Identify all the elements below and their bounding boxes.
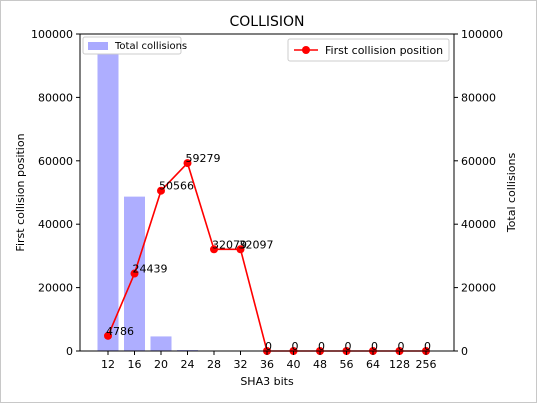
data-label-64: 0 bbox=[371, 340, 378, 353]
right-tick-label: 60000 bbox=[461, 155, 496, 168]
data-label-28: 32079 bbox=[212, 238, 247, 251]
right-y-axis: 0 20000 40000 60000 80000 100000 bbox=[454, 28, 503, 358]
bar-12 bbox=[97, 46, 119, 352]
left-tick-label: 100000 bbox=[31, 28, 73, 41]
left-tick-label: 0 bbox=[66, 345, 73, 358]
left-tick-label: 20000 bbox=[38, 282, 73, 295]
x-tick-label: 40 bbox=[287, 358, 301, 371]
right-tick-label: 40000 bbox=[461, 218, 496, 231]
x-tick-label: 32 bbox=[234, 358, 248, 371]
left-y-axis: 0 20000 40000 60000 80000 100000 bbox=[31, 28, 80, 358]
x-tick-label: 64 bbox=[366, 358, 380, 371]
x-tick-label: 16 bbox=[128, 358, 142, 371]
x-tick-label: 36 bbox=[260, 358, 274, 371]
chart-title: COLLISION bbox=[229, 14, 304, 30]
right-y-axis-label: Total collisions bbox=[505, 153, 518, 234]
x-tick-label: 24 bbox=[181, 358, 195, 371]
x-axis: 12 16 20 24 28 32 36 40 48 56 64 128 256 bbox=[101, 351, 437, 371]
x-tick-label: 20 bbox=[154, 358, 168, 371]
right-tick-label: 0 bbox=[461, 345, 468, 358]
legend-swatch-marker bbox=[302, 46, 310, 54]
legend-box bbox=[287, 38, 450, 62]
legend-label: Total collisions bbox=[114, 41, 187, 52]
bar-20 bbox=[150, 336, 172, 351]
left-y-axis-label: First collision position bbox=[14, 133, 27, 251]
data-label-56: 0 bbox=[345, 340, 352, 353]
data-label-16: 24439 bbox=[133, 263, 168, 276]
data-label-36: 0 bbox=[265, 340, 272, 353]
data-label-48: 0 bbox=[318, 340, 325, 353]
data-label-20: 50566 bbox=[159, 180, 194, 193]
legend-total-collisions: Total collisions bbox=[82, 36, 187, 55]
right-tick-label: 80000 bbox=[461, 91, 496, 104]
left-tick-label: 60000 bbox=[38, 155, 73, 168]
legend-label: First collision position bbox=[325, 44, 443, 57]
data-label-128: 0 bbox=[398, 340, 405, 353]
point-20 bbox=[157, 186, 165, 195]
data-label-32: 32097 bbox=[239, 238, 274, 251]
point-24 bbox=[183, 159, 192, 168]
x-tick-label: 256 bbox=[416, 358, 437, 371]
left-tick-label: 80000 bbox=[38, 91, 73, 104]
legend-first-collision: First collision position bbox=[287, 38, 450, 62]
x-tick-label: 12 bbox=[101, 358, 115, 371]
point-12 bbox=[104, 331, 112, 340]
legend-swatch-bar bbox=[88, 42, 108, 50]
x-tick-label: 128 bbox=[389, 358, 410, 371]
first-collision-line bbox=[107, 161, 426, 352]
point-16 bbox=[130, 269, 139, 278]
point-32 bbox=[236, 245, 245, 254]
x-tick-label: 28 bbox=[207, 358, 221, 371]
data-label-40: 0 bbox=[292, 340, 299, 353]
line-layer bbox=[104, 159, 430, 355]
data-label-12: 4786 bbox=[106, 325, 134, 338]
data-label-256: 0 bbox=[424, 340, 431, 353]
point-28 bbox=[210, 245, 218, 254]
left-tick-label: 40000 bbox=[38, 218, 73, 231]
x-tick-label: 56 bbox=[340, 358, 354, 371]
data-label-24: 59279 bbox=[186, 152, 221, 165]
x-axis-label: SHA3 bits bbox=[240, 375, 294, 388]
right-tick-label: 100000 bbox=[461, 28, 503, 41]
bars-layer bbox=[97, 46, 198, 352]
x-tick-label: 48 bbox=[313, 358, 327, 371]
right-tick-label: 20000 bbox=[461, 282, 496, 295]
